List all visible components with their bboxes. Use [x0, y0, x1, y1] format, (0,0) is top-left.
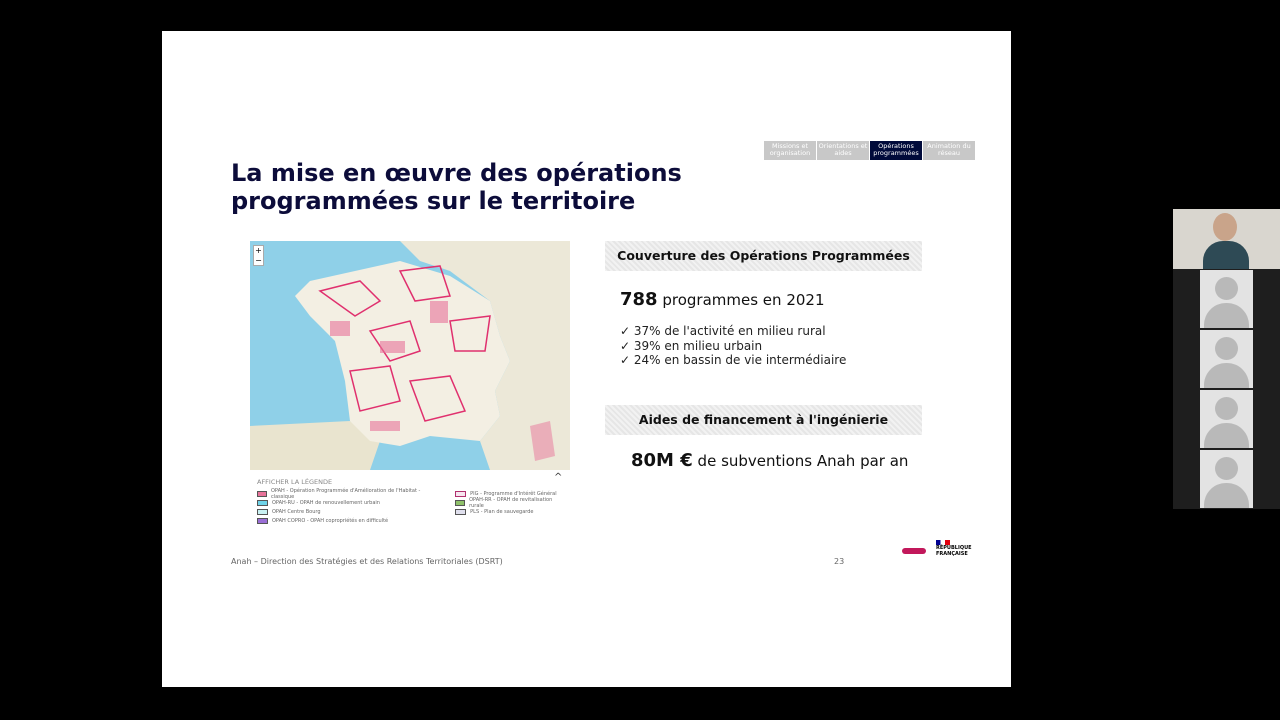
- swatch-icon: [455, 499, 466, 506]
- video-participants-panel: [1173, 209, 1280, 509]
- republique-francaise-logo: RÉPUBLIQUE FRANÇAISE: [936, 540, 972, 568]
- logos: RÉPUBLIQUE FRANÇAISE: [900, 540, 972, 568]
- swatch-icon: [455, 508, 467, 515]
- swatch-icon: [257, 508, 268, 515]
- legend-item: OPAH Centre Bourg: [257, 507, 425, 516]
- france-map[interactable]: + −: [250, 241, 570, 470]
- zoom-in-button[interactable]: +: [255, 246, 262, 255]
- avatar-placeholder-icon: [1200, 329, 1253, 388]
- participant-tile[interactable]: [1173, 389, 1280, 449]
- chevron-up-icon[interactable]: ^: [554, 472, 563, 483]
- slide: Missions et organisation Orientations et…: [162, 31, 1011, 687]
- list-item: ✓ 37% de l'activité en milieu rural: [620, 324, 826, 338]
- section-nav: Missions et organisation Orientations et…: [764, 141, 975, 160]
- tab-missions[interactable]: Missions et organisation: [764, 141, 816, 160]
- legend-item: OPAH-RR - OPAH de revitalisation rurale: [455, 497, 557, 509]
- funding-header: Aides de financement à l'ingénierie: [605, 405, 922, 435]
- avatar-placeholder-icon: [1200, 389, 1253, 448]
- map-legend: AFFICHER LA LÉGENDE OPAH - Opération Pro…: [257, 478, 557, 525]
- slide-title: La mise en œuvre des opérations programm…: [231, 159, 682, 215]
- coverage-header: Couverture des Opérations Programmées: [605, 241, 922, 271]
- funding-amount: 80M € de subventions Anah par an: [631, 450, 909, 471]
- legend-item: OPAH-RU - OPAH de renouvellement urbain: [257, 498, 425, 507]
- legend-item: PIG - Programme d'Intérêt Général: [455, 489, 557, 498]
- participant-tile[interactable]: [1173, 449, 1280, 509]
- list-item: ✓ 39% en milieu urbain: [620, 338, 763, 353]
- legend-item: OPAH - Opération Programmée d'Améliorati…: [257, 488, 425, 500]
- swatch-icon: [455, 490, 467, 497]
- participant-video[interactable]: [1173, 209, 1280, 269]
- zoom-out-button[interactable]: −: [255, 256, 262, 265]
- legend-toggle[interactable]: AFFICHER LA LÉGENDE: [257, 478, 333, 486]
- participant-tile[interactable]: [1173, 329, 1280, 389]
- swatch-icon: [257, 517, 268, 524]
- participant-tile[interactable]: [1173, 269, 1280, 329]
- swatch-icon: [257, 499, 268, 506]
- tab-operations[interactable]: Opérations programmées: [870, 141, 922, 160]
- avatar-placeholder-icon: [1200, 449, 1253, 508]
- avatar-placeholder-icon: [1200, 269, 1253, 328]
- anah-logo: [900, 540, 928, 568]
- map-graphic: [250, 241, 570, 470]
- list-item: ✓ 24% en bassin de vie intermédiaire: [620, 353, 847, 367]
- legend-item: PLS - Plan de sauvegarde: [455, 507, 557, 516]
- tab-orientations[interactable]: Orientations et aides: [817, 141, 869, 160]
- page-number: 23: [834, 557, 845, 566]
- footer-text: Anah – Direction des Stratégies et des R…: [231, 557, 503, 566]
- coverage-list: ✓ 37% de l'activité en milieu rural ✓ 39…: [620, 324, 846, 368]
- legend-item: OPAH COPRO - OPAH copropriétés en diffic…: [257, 516, 425, 525]
- program-count: 788 programmes en 2021: [620, 289, 825, 310]
- tab-animation[interactable]: Animation du réseau: [923, 141, 975, 160]
- swatch-icon: [257, 490, 267, 497]
